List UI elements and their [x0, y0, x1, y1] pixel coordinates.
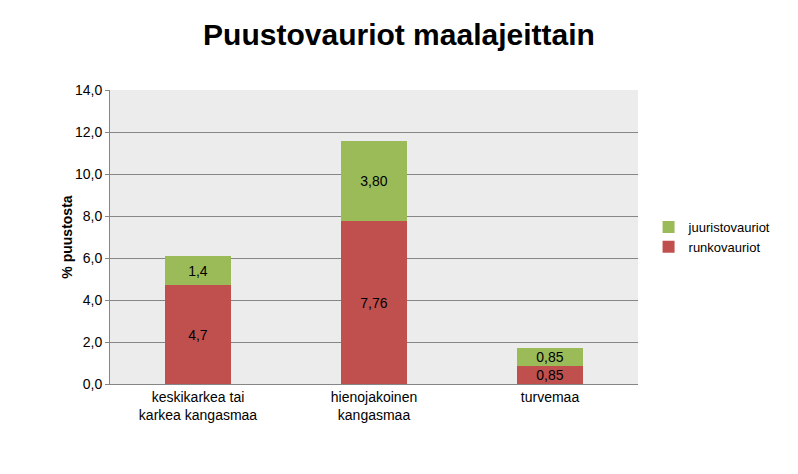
- svg-text:keskikarkea taikarkea kangasma: keskikarkea taikarkea kangasmaa: [139, 389, 258, 423]
- svg-text:10,0: 10,0: [75, 166, 102, 182]
- svg-text:4,0: 4,0: [83, 292, 103, 308]
- svg-text:Puustovauriot maalajeittain: Puustovauriot maalajeittain: [203, 18, 595, 51]
- svg-text:1,4: 1,4: [188, 263, 208, 279]
- svg-text:0,85: 0,85: [536, 367, 563, 383]
- svg-text:6,0: 6,0: [83, 250, 103, 266]
- svg-text:0,0: 0,0: [83, 376, 103, 392]
- svg-text:7,76: 7,76: [360, 295, 387, 311]
- svg-text:runkovauriot: runkovauriot: [689, 240, 761, 255]
- svg-text:turvemaa: turvemaa: [521, 389, 580, 405]
- svg-text:4,7: 4,7: [188, 327, 208, 343]
- svg-text:hienojakoinenkangasmaa: hienojakoinenkangasmaa: [331, 389, 417, 423]
- svg-text:0,85: 0,85: [536, 349, 563, 365]
- svg-text:12,0: 12,0: [75, 124, 102, 140]
- svg-text:3,80: 3,80: [360, 173, 387, 189]
- svg-text:% puustosta: % puustosta: [59, 195, 75, 278]
- svg-text:2,0: 2,0: [83, 334, 103, 350]
- svg-text:8,0: 8,0: [83, 208, 103, 224]
- svg-text:juuristovauriot: juuristovauriot: [688, 220, 770, 235]
- svg-text:14,0: 14,0: [75, 82, 102, 98]
